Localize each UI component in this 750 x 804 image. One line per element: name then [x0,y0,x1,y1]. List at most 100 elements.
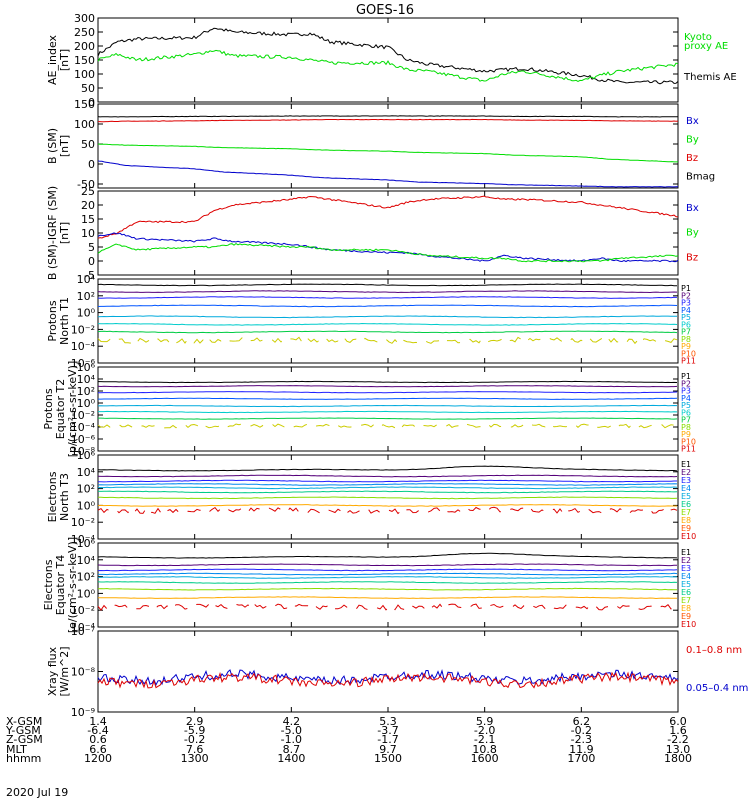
channel-line [97,422,678,429]
legend-entry: E2 [681,468,691,477]
y-tick-label: 10⁴ [77,554,96,567]
legend-entry: P5 [681,313,691,322]
y-axis-label-line: North T1 [58,297,71,345]
legend-entry: Bx [686,203,699,214]
channel-line [98,496,678,500]
channel-line [97,330,678,334]
channel-line [97,576,678,579]
legend-entry: E1 [681,548,691,557]
y-axis-label-line: AE_index [46,34,59,85]
y-tick-label: 0 [88,96,95,109]
legend-entry: E9 [681,524,691,533]
y-tick-label: -5 [84,269,95,282]
y-axis-label-line: [nT] [58,135,71,157]
y-axis-label: ElectronsEquator T4[e/(cm²-s-sr-keV)] [42,537,79,633]
series-line-bx [97,160,679,188]
y-tick-label: 10⁻⁴ [71,533,96,546]
panel-frame [97,630,679,713]
y-tick-label: 10⁰ [77,499,96,512]
y-axis-label-line: Electrons [42,559,55,610]
y-axis-label: B (SM)[nT] [46,128,71,164]
y-axis-label-line: B (SM) [46,128,59,164]
y-tick-label: 50 [81,138,95,151]
legend-entry: Bx [686,116,699,127]
panel-frame [97,542,679,628]
y-axis-label-line: [W/m^2] [58,646,71,696]
y-tick-label: 10² [77,483,95,496]
legend-entry: E1 [681,460,691,469]
legend-entry: By [686,135,699,146]
y-tick-label: 300 [74,12,95,25]
channel-line [97,385,678,388]
y-tick-label: 10⁻⁸ [71,666,96,679]
channel-line [97,504,677,507]
y-tick-label: 10⁻⁸ [71,445,96,458]
channel-line [98,391,678,394]
x-axis-value: 13.0 [666,743,691,756]
legend-entry: P2 [681,379,691,388]
y-tick-label: 100 [74,118,95,131]
legend-entry: P3 [681,387,691,396]
x-axis-value: 1300 [181,752,209,765]
channel-line [97,290,678,294]
y-tick-label: 10² [77,385,95,398]
x-axis-value: 1600 [471,752,499,765]
y-axis-label-line: Protons [42,388,55,429]
y-axis-label-line: [nT] [58,222,71,244]
x-axis-value: 1400 [277,752,305,765]
legend-entry: proxy AE [684,41,728,52]
channel-line [97,404,678,408]
legend-entry: E3 [681,564,691,573]
channel-line [98,417,678,420]
plot-title: GOES-16 [356,3,414,18]
channel-line [97,581,678,584]
y-axis-label: ElectronsNorth T3 [46,471,71,522]
x-axis-value: 2.9 [186,715,204,728]
x-axis-value: -0.2 [184,733,205,746]
x-axis-value: 8.7 [283,743,301,756]
y-axis-label: Xray flux[W/m^2] [46,646,71,696]
legend-entry: P10 [681,349,696,358]
channel-line [97,336,678,345]
legend-entry: E10 [681,532,696,541]
x-axis-value: 1.6 [669,724,687,737]
legend-entry: Bz [686,252,698,263]
y-tick-label: 10⁻⁴ [71,621,96,634]
y-tick-label: 5 [88,241,95,254]
y-tick-label: 10⁻² [71,516,95,529]
x-axis-value: -5.9 [184,724,205,737]
channel-line [97,587,678,591]
legend-entry: P8 [681,423,691,432]
legend-entry: P10 [681,437,696,446]
y-tick-label: 10⁰ [77,587,96,600]
legend-entry: E7 [681,596,691,605]
legend-entry: E8 [681,516,691,525]
y-tick-label: 150 [74,54,95,67]
y-tick-label: 10² [77,571,95,584]
x-axis-value: 9.7 [379,743,397,756]
y-tick-label: 10⁴ [77,273,96,286]
legend-entry: P9 [681,342,691,351]
channel-line [97,552,678,559]
legend-entry: P9 [681,430,691,439]
channel-line [97,490,678,494]
y-tick-label: 10⁻⁴ [71,421,96,434]
channel-line [97,322,678,326]
legend-entry: P11 [681,445,696,454]
x-axis-row-label: MLT [6,743,27,756]
x-axis-row-label: X-GSM [6,715,42,728]
panel-2: 150 100 50 0 -50 B (SM)[nT] Bx By Bz Bmag [46,98,715,191]
legend-entry: P7 [681,328,691,337]
x-axis-value: 4.2 [283,715,301,728]
legend-entry: E3 [681,476,691,485]
panel-frame [97,17,679,103]
x-axis-value: 1200 [84,752,112,765]
legend-entry: E2 [681,556,691,565]
channel-line [97,465,678,472]
y-tick-label: 50 [81,82,95,95]
legend-entry: E5 [681,492,691,501]
y-tick-label: 250 [74,26,95,39]
